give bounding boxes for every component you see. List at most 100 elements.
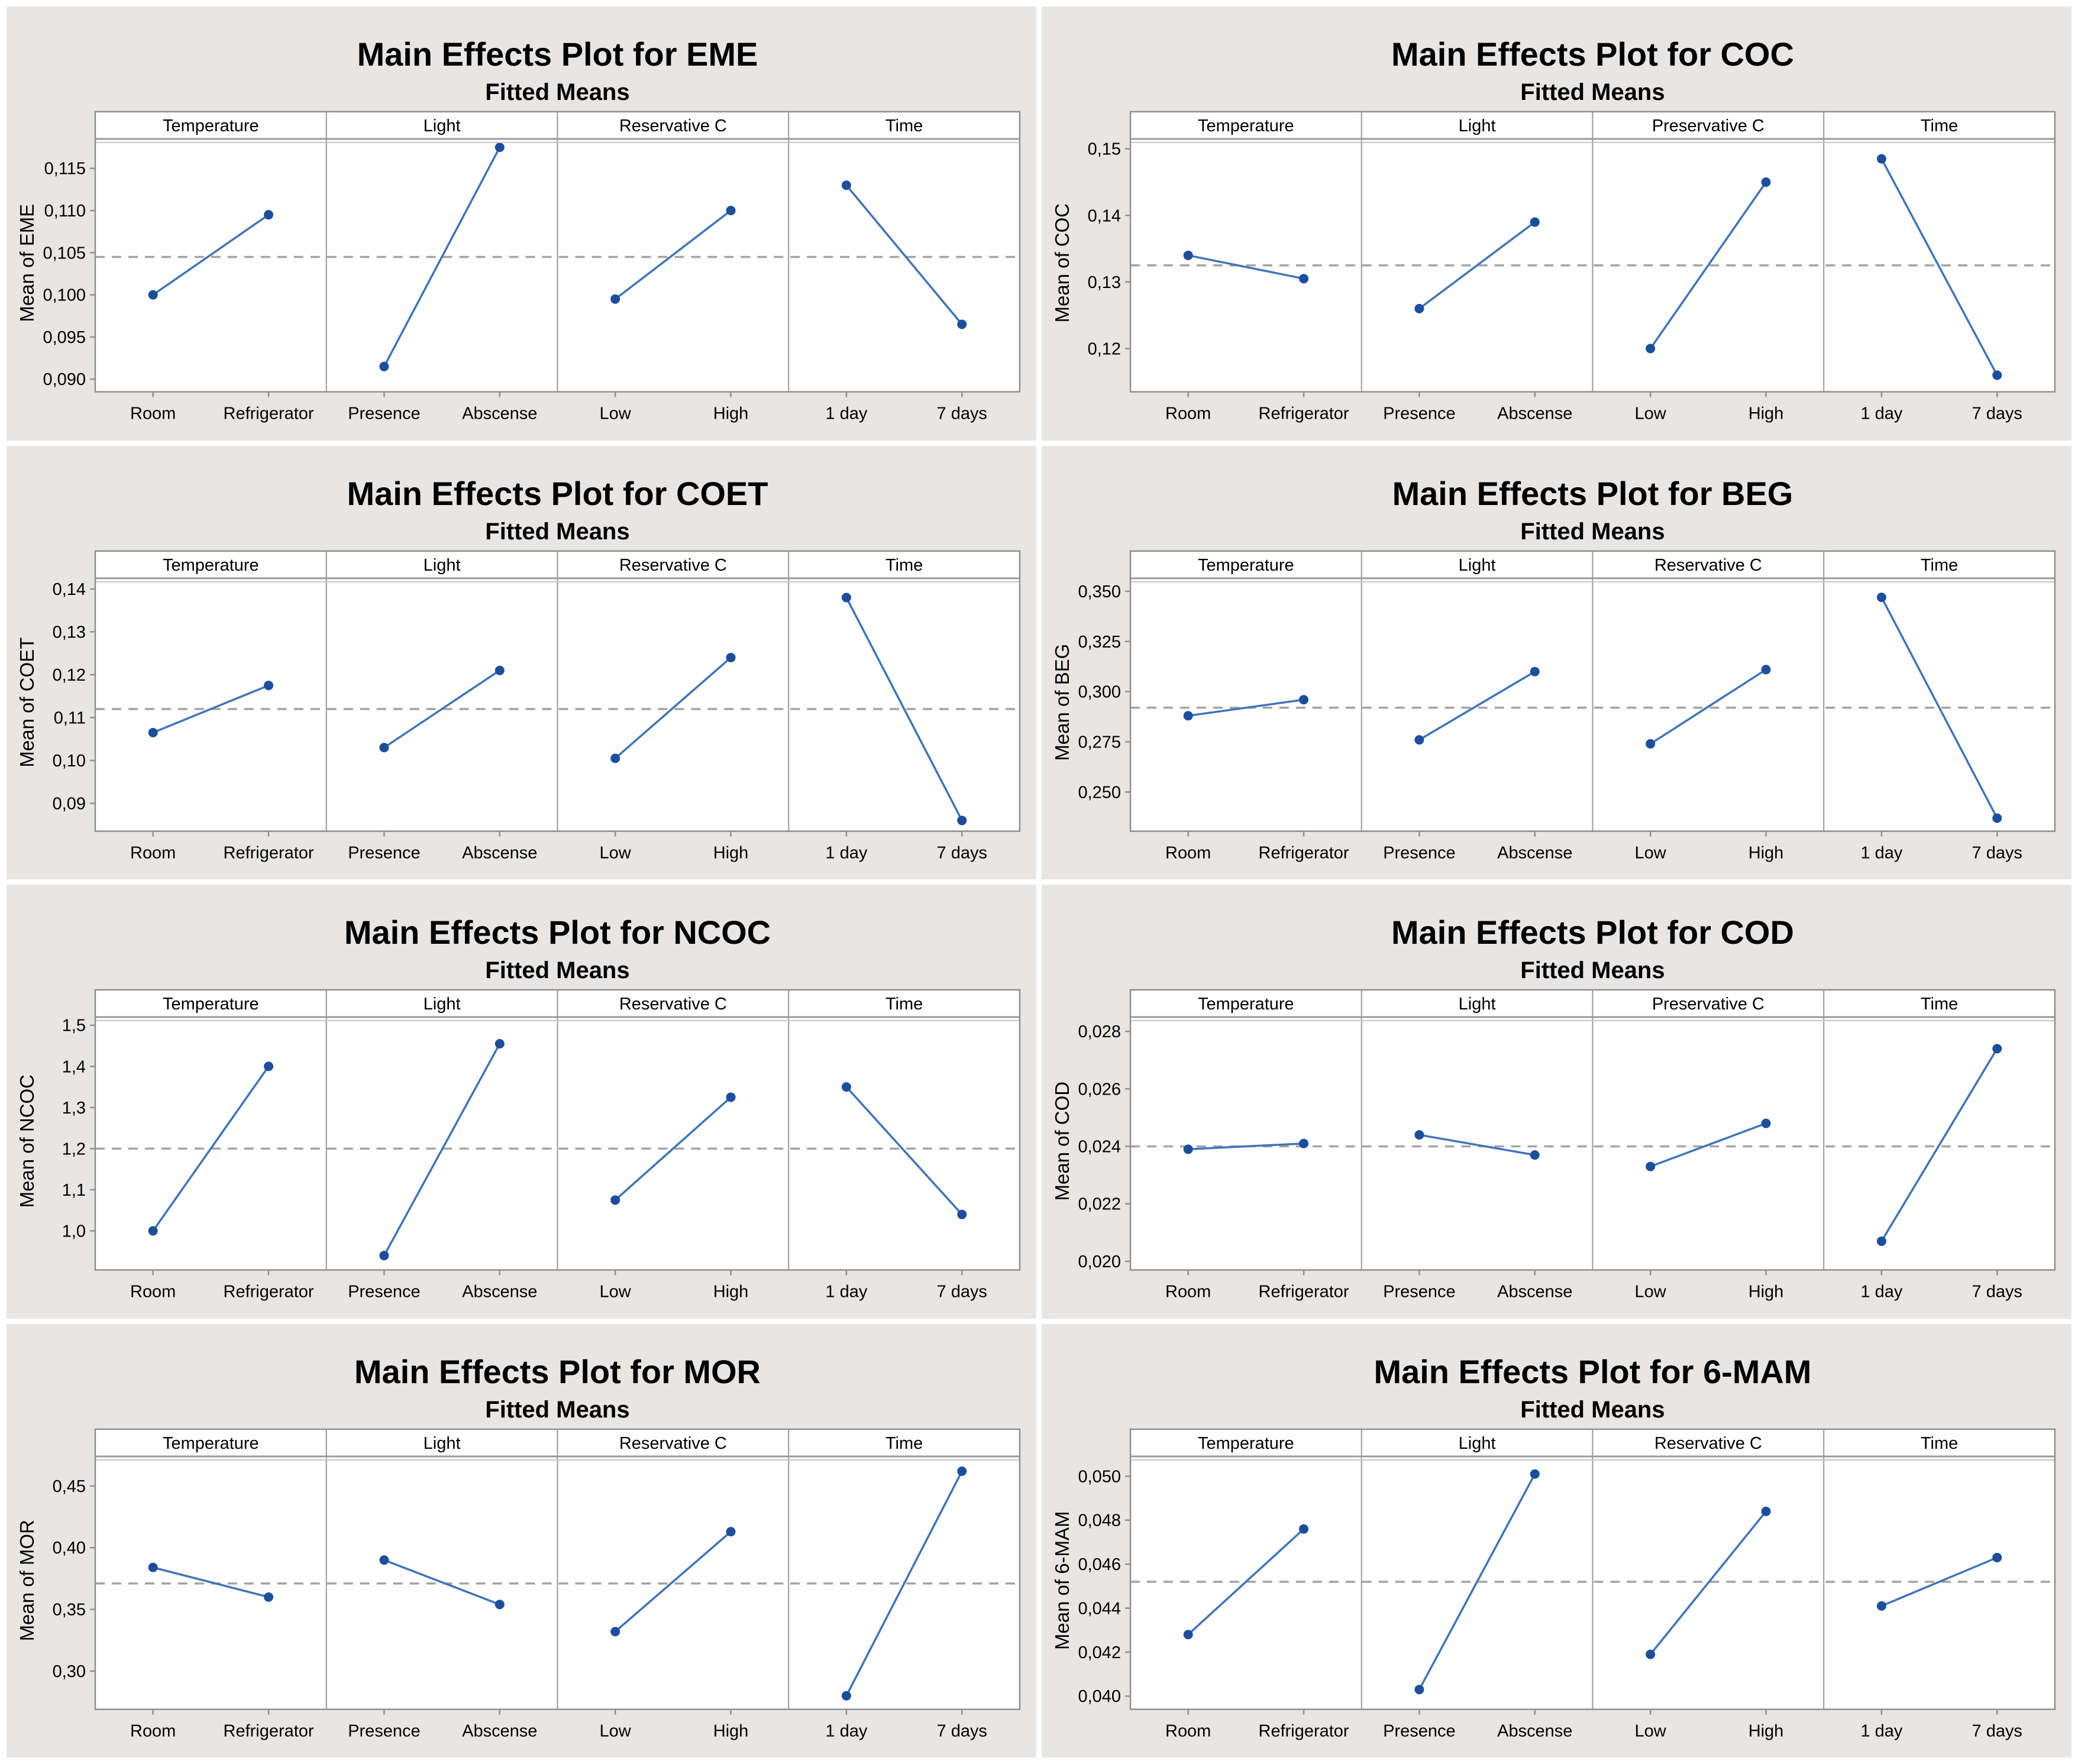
panel-header-label: Temperature	[163, 555, 259, 574]
series-line	[845, 597, 963, 821]
data-point	[957, 1209, 967, 1219]
y-tick-label: 1,5	[62, 1017, 86, 1035]
chart-subtitle: Fitted Means	[485, 1396, 629, 1422]
plot-area: 0,12 0,13 0,14 0,15 Temperature Room Refrigera…	[1088, 111, 2056, 423]
data-point	[1761, 177, 1771, 187]
x-tick-label: Low	[600, 1721, 631, 1740]
x-tick-label: Presence	[1383, 404, 1455, 423]
y-tick-label: 0,046	[1078, 1555, 1122, 1574]
chart-subtitle: Fitted Means	[485, 79, 629, 105]
series-line	[1188, 254, 1304, 280]
x-tick-label: Abscense	[1497, 843, 1572, 862]
plot-area: 0,090 0,095 0,100 0,105 0,110 0,115 Temperatur…	[43, 111, 1021, 423]
data-point	[1876, 592, 1886, 602]
data-point	[148, 727, 158, 737]
plot-area: 0,020 0,022 0,024 0,026 0,028 Temperature Room…	[1078, 989, 2056, 1302]
data-point	[264, 680, 274, 690]
data-point	[1646, 1649, 1656, 1659]
x-tick-label: Low	[1635, 1721, 1666, 1740]
data-point	[1646, 344, 1656, 354]
panel-header-label: Reservative C	[1654, 1433, 1762, 1452]
series-line	[614, 1096, 732, 1201]
series-line	[153, 684, 269, 733]
x-tick-label: Room	[130, 404, 176, 423]
data-point	[148, 1562, 158, 1572]
data-point	[1414, 734, 1424, 745]
panel-header-label: Time	[886, 116, 923, 135]
series-line	[1649, 1510, 1767, 1655]
panel-header-label: Temperature	[163, 116, 259, 135]
chart-subtitle: Fitted Means	[1520, 957, 1665, 983]
x-tick-label: 7 days	[937, 404, 987, 423]
chart-cell-mor: Main Effects Plot for MOR Fitted Means M…	[7, 1323, 1036, 1757]
data-point	[1183, 250, 1193, 260]
x-tick-label: 7 days	[937, 843, 987, 862]
series-line	[1418, 1473, 1536, 1690]
series-line	[845, 185, 963, 325]
y-tick-label: 1,3	[62, 1099, 86, 1118]
chart-title: Main Effects Plot for 6-MAM	[1374, 1352, 1812, 1390]
y-tick-label: 0,250	[1078, 783, 1122, 802]
panel-header-label: Time	[1921, 116, 1958, 135]
x-tick-label: Refrigerator	[224, 404, 314, 423]
data-point	[264, 1061, 274, 1072]
data-point	[495, 143, 505, 153]
chart-title: Main Effects Plot for BEG	[1392, 474, 1793, 512]
panel-header-label: Temperature	[1198, 1433, 1294, 1452]
x-tick-label: High	[713, 1283, 749, 1302]
y-tick-label: 1,4	[62, 1057, 86, 1076]
x-tick-label: Abscense	[1497, 404, 1572, 423]
data-point	[1761, 1118, 1771, 1128]
panel-header-label: Temperature	[163, 1433, 259, 1452]
x-tick-label: 7 days	[1972, 843, 2022, 862]
data-point	[148, 290, 158, 300]
y-tick-label: 0,024	[1078, 1138, 1122, 1157]
data-point	[1876, 1236, 1886, 1246]
series-line	[383, 669, 500, 749]
y-axis-label: Mean of COD	[1051, 1082, 1073, 1201]
data-point	[379, 1555, 389, 1565]
panel-header-label: Reservative C	[1654, 555, 1762, 574]
y-axis-label: Mean of COET	[16, 637, 38, 767]
x-tick-label: Presence	[1383, 1283, 1455, 1302]
y-tick-label: 0,325	[1078, 632, 1122, 651]
data-point	[1992, 370, 2002, 380]
x-tick-label: Room	[1165, 843, 1211, 862]
x-tick-label: Refrigerator	[1259, 1721, 1349, 1740]
series-line	[152, 213, 270, 296]
series-line	[383, 1558, 500, 1606]
plot-frame	[94, 111, 1021, 393]
x-tick-label: High	[1749, 843, 1784, 862]
x-tick-label: Low	[600, 843, 631, 862]
data-point	[379, 1251, 389, 1261]
data-point	[379, 742, 389, 752]
y-tick-label: 1,0	[62, 1222, 86, 1241]
chart-cell-beg: Main Effects Plot for BEG Fitted Means M…	[1042, 445, 2071, 879]
y-tick-label: 1,2	[62, 1140, 86, 1158]
panel-header-label: Preservative C	[1652, 116, 1764, 135]
x-tick-label: 1 day	[825, 843, 867, 862]
y-tick-label: 0,12	[1088, 339, 1121, 358]
x-tick-label: Low	[1635, 1283, 1666, 1302]
x-tick-label: Refrigerator	[1259, 843, 1349, 862]
panel-header-label: Reservative C	[619, 555, 727, 574]
x-tick-label: Refrigerator	[1259, 1283, 1349, 1302]
y-tick-label: 0,105	[43, 244, 86, 263]
chart-subtitle: Fitted Means	[1520, 79, 1665, 105]
y-tick-label: 0,12	[53, 665, 86, 684]
x-tick-label: High	[1749, 1721, 1784, 1740]
data-point	[1992, 813, 2002, 823]
x-tick-label: Room	[130, 1283, 176, 1302]
chart-subtitle: Fitted Means	[485, 518, 629, 544]
y-tick-label: 0,13	[53, 623, 86, 642]
x-tick-label: Abscense	[462, 843, 537, 862]
data-point	[610, 294, 621, 304]
y-tick-label: 0,115	[44, 160, 86, 179]
x-tick-label: Room	[130, 1721, 176, 1740]
series-line	[1188, 1142, 1304, 1151]
data-point	[726, 1526, 736, 1536]
panel-header-label: Time	[1921, 995, 1958, 1014]
data-point	[726, 206, 736, 216]
x-tick-label: Presence	[348, 1283, 420, 1302]
series-line	[1880, 158, 1998, 376]
